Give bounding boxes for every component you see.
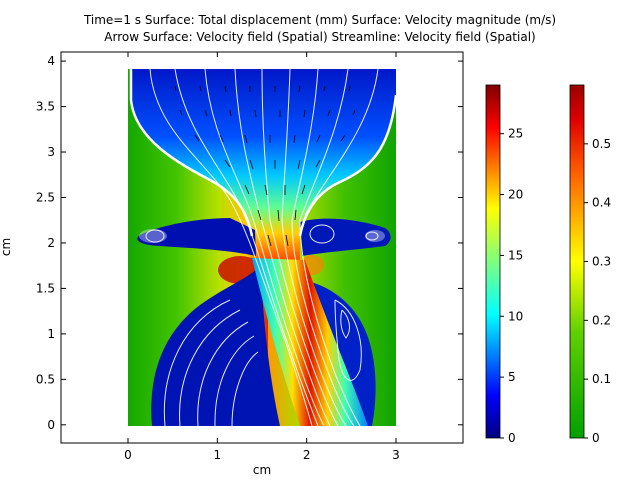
colorbar-tick-label: 0 xyxy=(508,431,516,445)
colorbar-tick-label: 0.4 xyxy=(592,196,611,210)
colorbar-tick-label: 0.3 xyxy=(592,255,611,269)
colorbar-tick-label: 25 xyxy=(508,127,523,141)
y-tick-label: 3 xyxy=(47,145,55,159)
fluid-lower-left xyxy=(151,268,280,426)
y-tick-label: 0.5 xyxy=(36,372,55,386)
x-axis-label: cm xyxy=(253,463,271,477)
y-tick-label: 1.5 xyxy=(36,281,55,295)
colorbar-tick-label: 5 xyxy=(508,370,516,384)
fluid-left-cavity xyxy=(137,218,256,256)
colorbar-tick-label: 0.5 xyxy=(592,137,611,151)
y-axis-label: cm xyxy=(0,238,13,256)
colorbar-tick-label: 0 xyxy=(592,431,600,445)
fluid-interface xyxy=(129,69,398,237)
colorbar-tick-label: 20 xyxy=(508,188,523,202)
velocity-arrows xyxy=(174,85,356,247)
colorbar-tick-label: 10 xyxy=(508,309,523,323)
x-tick-label: 2 xyxy=(303,448,311,462)
y-tick-label: 1 xyxy=(47,327,55,341)
colorbar-tick-label: 0.2 xyxy=(592,313,611,327)
colorbar-tick-label: 15 xyxy=(508,248,523,262)
x-tick-label: 0 xyxy=(124,448,132,462)
field-plot xyxy=(128,68,398,427)
y-tick-label: 2 xyxy=(47,236,55,250)
y-tick-label: 0 xyxy=(47,418,55,432)
chart-title-line1: Time=1 s Surface: Total displacement (mm… xyxy=(83,13,556,27)
y-tick-label: 2.5 xyxy=(36,190,55,204)
fluid-upper-funnel xyxy=(131,69,396,262)
y-tick-label: 3.5 xyxy=(36,100,55,114)
colorbar-tick-label: 0.1 xyxy=(592,372,611,386)
y-tick-label: 4 xyxy=(47,54,55,68)
axes: 0 1 2 3 0 0.5 1 1.5 2 2.5 3 3.5 4 xyxy=(36,52,463,462)
x-tick-label: 3 xyxy=(392,448,400,462)
colorbar-velocity-gradient xyxy=(485,84,501,439)
chart-title-line2: Arrow Surface: Velocity field (Spatial) … xyxy=(104,30,535,44)
colorbar-ticks: 0 5 10 15 20 25 0 0.1 0.2 0.3 0.4 0.5 xyxy=(500,127,611,445)
fluid-right-cavity xyxy=(300,218,391,256)
colorbar-displacement-gradient xyxy=(569,84,585,439)
streamlines xyxy=(145,68,379,427)
x-tick-label: 1 xyxy=(214,448,222,462)
